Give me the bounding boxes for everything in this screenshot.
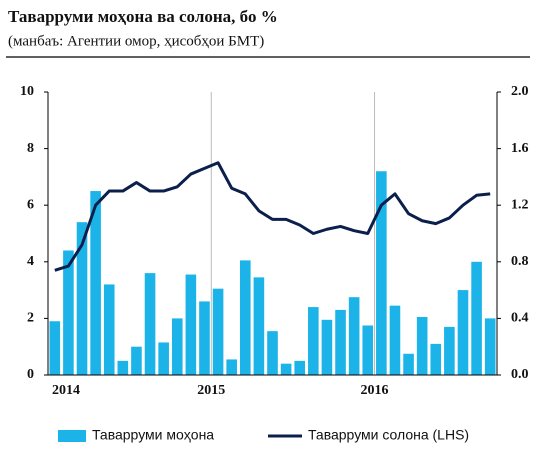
y2-tick-label: 0.0 xyxy=(511,367,529,382)
y2-tick-label: 2.0 xyxy=(511,84,529,99)
y2-tick-label: 0.4 xyxy=(511,311,529,326)
chart-title: Таварруми моҳона ва солона, бо % xyxy=(8,7,278,26)
bar xyxy=(376,171,387,375)
y-tick-label: 6 xyxy=(27,197,34,212)
bar xyxy=(430,343,442,375)
bar xyxy=(348,297,360,375)
bar xyxy=(444,326,455,375)
bar xyxy=(280,363,292,375)
y-tick-label: 0 xyxy=(27,367,34,382)
bar xyxy=(389,305,401,375)
bar xyxy=(212,288,224,375)
chart-subtitle: (манбаъ: Агентии омор, ҳисобҳои БМТ) xyxy=(8,33,264,49)
y2-tick-label: 1.6 xyxy=(511,141,529,156)
bar xyxy=(471,261,482,375)
y2-tick-label: 0.8 xyxy=(511,254,529,269)
x-tick-label: 2015 xyxy=(197,383,225,398)
legend-label: Таварруми моҳона xyxy=(92,427,214,443)
bar xyxy=(131,346,142,375)
bar xyxy=(226,359,237,375)
bar xyxy=(457,290,469,375)
bar xyxy=(76,222,88,375)
bar xyxy=(185,274,197,375)
bar xyxy=(103,284,115,375)
legend-label: Таварруми солона (LHS) xyxy=(308,427,469,443)
bar xyxy=(239,260,251,375)
bar xyxy=(294,360,306,375)
x-tick-label: 2014 xyxy=(52,383,80,398)
legend-swatch xyxy=(58,430,86,442)
y-tick-label: 2 xyxy=(27,311,34,326)
bar xyxy=(362,325,374,375)
bar xyxy=(117,360,129,375)
bar xyxy=(90,191,101,375)
bar xyxy=(403,353,414,375)
bar xyxy=(253,277,265,375)
bar xyxy=(144,273,156,375)
y-tick-label: 4 xyxy=(27,254,34,269)
bar xyxy=(63,250,74,375)
bar xyxy=(267,331,278,375)
bar xyxy=(158,342,169,375)
bar xyxy=(199,301,210,375)
bar xyxy=(308,307,319,375)
bar xyxy=(321,319,333,375)
bar xyxy=(484,318,496,375)
bar xyxy=(335,309,346,375)
line xyxy=(54,161,491,272)
y2-tick-label: 1.2 xyxy=(511,197,529,212)
x-tick-label: 2016 xyxy=(361,383,389,398)
bar xyxy=(416,316,428,375)
y-tick-label: 10 xyxy=(20,84,34,99)
y-tick-label: 8 xyxy=(27,141,34,156)
bar xyxy=(171,318,183,375)
bar xyxy=(49,321,61,375)
